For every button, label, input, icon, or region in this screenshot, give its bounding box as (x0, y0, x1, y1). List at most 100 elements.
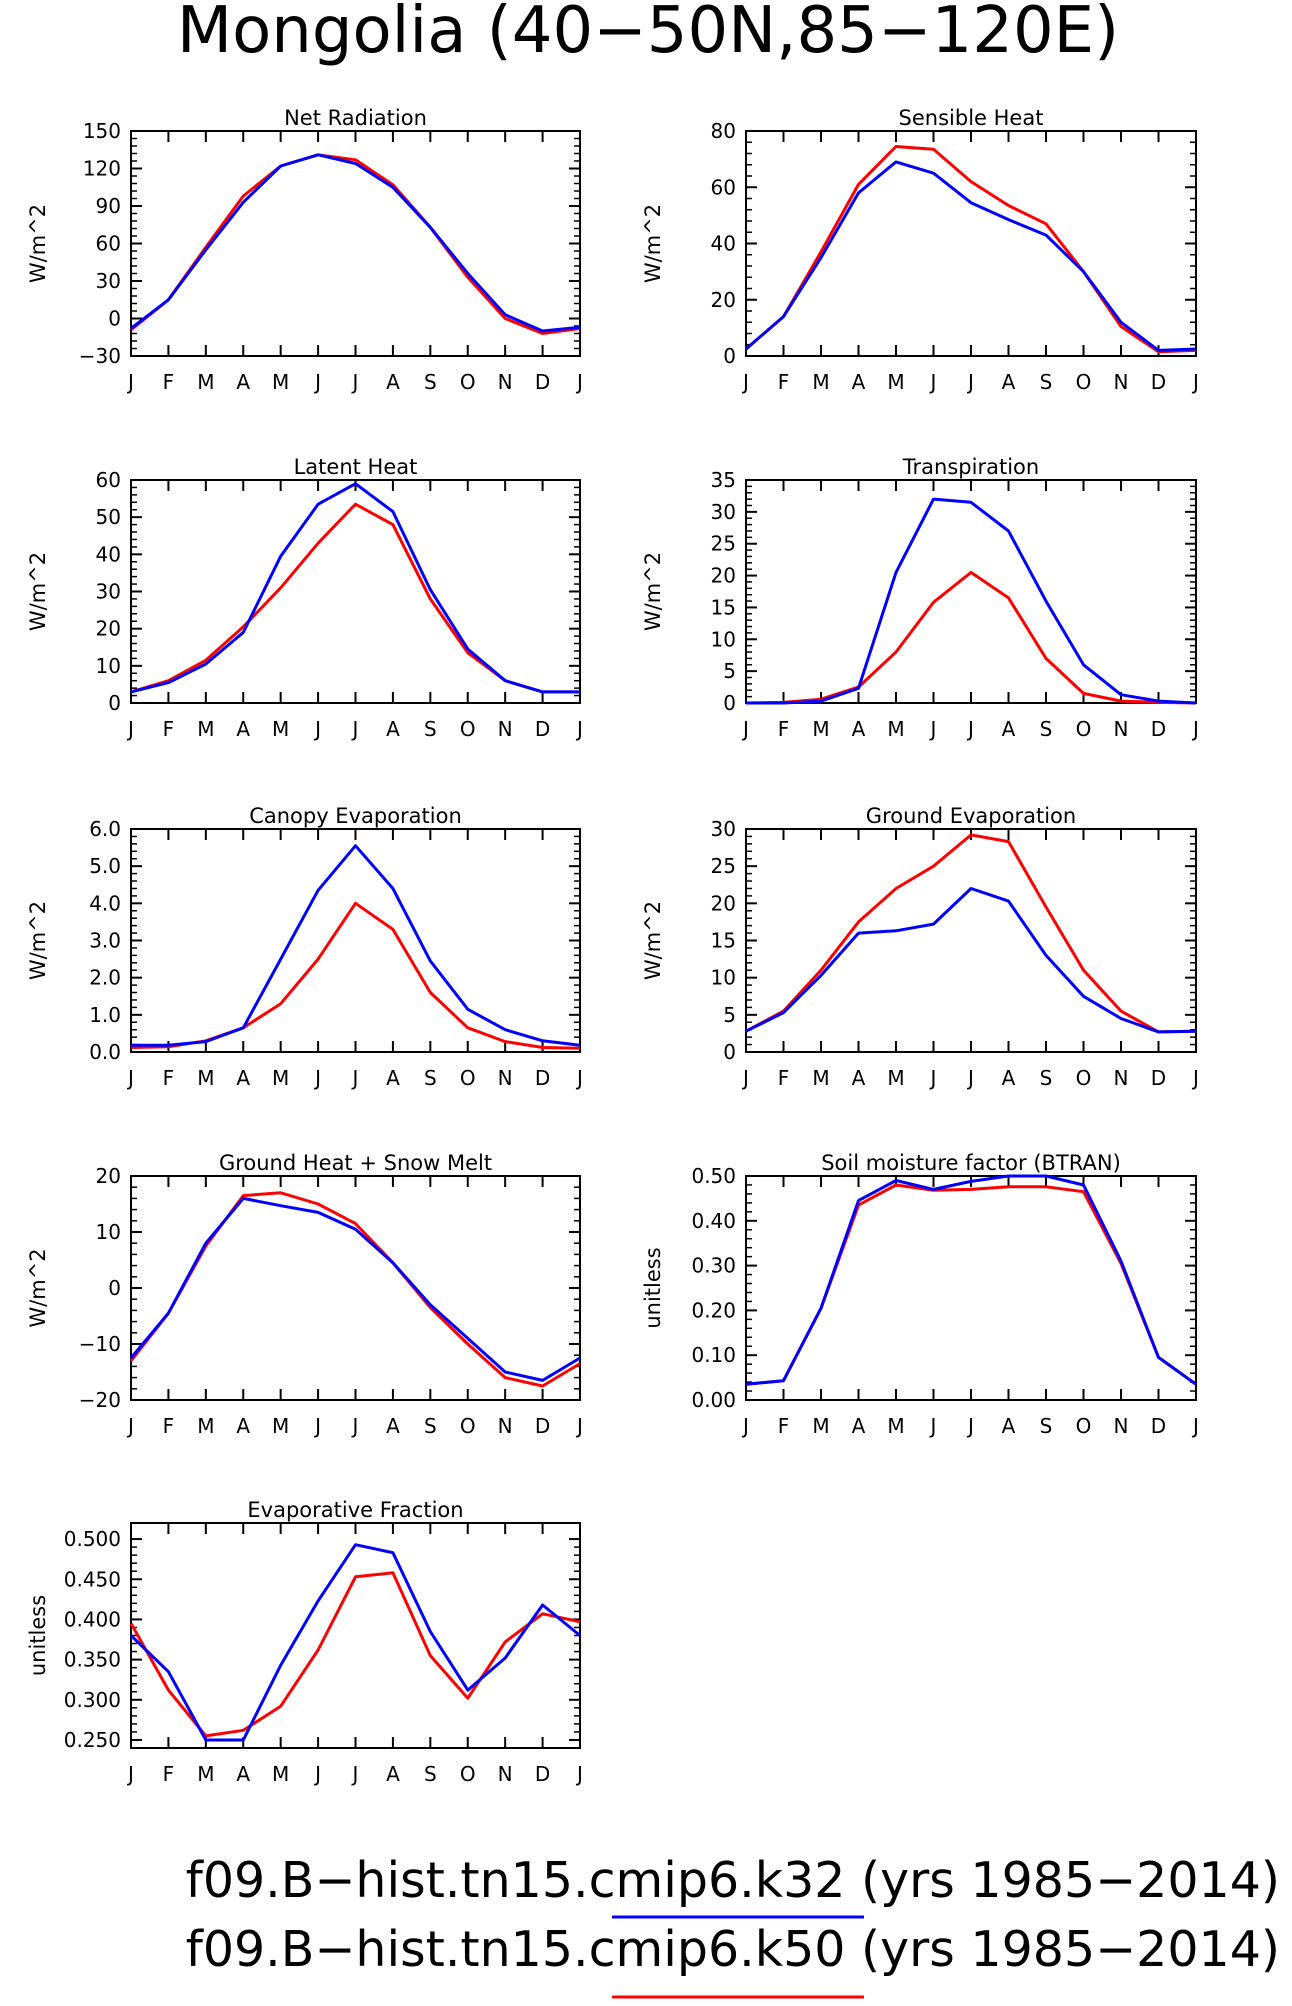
x-tick-label: J (1191, 1414, 1199, 1438)
x-tick-label: J (1191, 370, 1199, 394)
y-tick-label: 0.50 (691, 1164, 736, 1188)
x-tick-label: J (1191, 1066, 1199, 1090)
x-tick-label: J (313, 1762, 321, 1786)
x-tick-label: O (460, 370, 476, 394)
x-tick-label: S (1040, 717, 1053, 741)
x-tick-label: S (1040, 1066, 1053, 1090)
x-tick-label: N (498, 370, 513, 394)
series-line-k32 (129, 1543, 581, 1742)
x-tick-label: F (778, 370, 790, 394)
x-tick-label: F (163, 1066, 175, 1090)
x-tick-label: A (386, 717, 400, 741)
plot-frame (745, 130, 1197, 357)
x-tick-label: O (1076, 1414, 1092, 1438)
x-tick-label: A (852, 717, 866, 741)
y-axis-label: W/m^2 (26, 552, 50, 631)
x-tick-label: J (126, 1762, 134, 1786)
x-tick-label: F (163, 1414, 175, 1438)
y-tick-label: 10 (711, 966, 736, 990)
y-tick-label: 0.300 (64, 1688, 121, 1712)
x-tick-label: S (424, 1066, 437, 1090)
x-tick-label: J (741, 1066, 749, 1090)
x-tick-label: N (1114, 717, 1129, 741)
x-tick-label: J (351, 1066, 359, 1090)
x-tick-label: F (778, 1414, 790, 1438)
y-tick-label: −10 (79, 1332, 121, 1356)
panel-title: Ground Evaporation (866, 804, 1076, 828)
x-tick-label: D (535, 1066, 550, 1090)
x-tick-label: F (778, 717, 790, 741)
y-tick-label: 20 (96, 1164, 121, 1188)
series-line-k32 (745, 887, 1197, 1034)
y-tick-label: 6.0 (89, 817, 121, 841)
x-tick-label: A (386, 370, 400, 394)
x-tick-label: J (575, 1066, 583, 1090)
y-tick-label: 0 (108, 1276, 121, 1300)
plot-frame (745, 479, 1197, 704)
series-line-k50 (745, 1183, 1197, 1386)
x-tick-label: M (812, 370, 829, 394)
y-tick-label: 0 (723, 691, 736, 715)
plot-frame (130, 828, 581, 1053)
x-tick-label: M (197, 717, 214, 741)
x-tick-label: A (1002, 1414, 1016, 1438)
x-tick-label: J (313, 1066, 321, 1090)
y-tick-label: 30 (711, 500, 736, 524)
series-line-k32 (130, 153, 581, 333)
y-tick-label: 35 (711, 468, 736, 492)
x-tick-label: N (1114, 1414, 1129, 1438)
panel-title: Canopy Evaporation (249, 804, 462, 828)
series-line-k50 (130, 153, 581, 335)
y-tick-label: −20 (79, 1388, 121, 1412)
x-tick-label: A (1002, 370, 1016, 394)
x-tick-label: J (741, 1414, 749, 1438)
x-tick-label: D (535, 1414, 550, 1438)
panel-ground-heat-snow-melt: Ground Heat + Snow Melt −20 −10 0 10 20 W/m^2 J… (26, 1151, 583, 1438)
x-tick-label: S (1040, 1414, 1053, 1438)
x-tick-label: O (1076, 1066, 1092, 1090)
y-tick-label: 0.30 (691, 1254, 736, 1278)
y-tick-label: 15 (711, 595, 736, 619)
y-tick-label: 0.10 (691, 1343, 736, 1367)
y-tick-label: 30 (96, 580, 121, 604)
x-tick-label: O (460, 1066, 476, 1090)
x-tick-label: D (535, 717, 550, 741)
x-tick-label: M (272, 717, 289, 741)
x-tick-label: D (1151, 717, 1166, 741)
y-tick-label: 50 (96, 505, 121, 529)
x-tick-label: J (126, 370, 134, 394)
x-tick-label: N (498, 717, 513, 741)
x-tick-label: A (852, 1066, 866, 1090)
x-tick-label: S (1040, 370, 1053, 394)
panel-soil-moisture-factor-btran: Soil moisture factor (BTRAN) 0.00 0.10 0.20… (641, 1151, 1199, 1438)
y-tick-label: 20 (96, 617, 121, 641)
panel-title: Net Radiation (284, 106, 427, 130)
series-line-k50 (745, 570, 1197, 705)
y-tick-label: 5 (723, 1003, 736, 1027)
panel-title: Evaporative Fraction (247, 1498, 463, 1522)
y-tick-label: 0 (108, 691, 121, 715)
y-tick-label: 20 (711, 288, 736, 312)
y-tick-label: 10 (711, 627, 736, 651)
x-tick-label: J (575, 1762, 583, 1786)
x-tick-label: M (887, 1414, 904, 1438)
series-line-k50 (130, 901, 581, 1050)
x-tick-label: D (1151, 1066, 1166, 1090)
x-tick-label: N (498, 1414, 513, 1438)
x-tick-label: A (386, 1066, 400, 1090)
y-tick-label: 0.40 (691, 1209, 736, 1233)
x-tick-label: A (236, 1762, 250, 1786)
x-tick-label: F (163, 370, 175, 394)
y-tick-label: 80 (711, 119, 736, 143)
x-tick-label: J (126, 717, 134, 741)
x-tick-label: N (498, 1066, 513, 1090)
x-tick-label: M (197, 1762, 214, 1786)
panel-title: Latent Heat (294, 455, 418, 479)
x-tick-label: A (1002, 1066, 1016, 1090)
y-tick-label: 40 (96, 542, 121, 566)
x-tick-label: J (966, 1414, 974, 1438)
plot-frame (130, 1175, 581, 1401)
x-tick-label: N (1114, 370, 1129, 394)
y-tick-label: 10 (96, 1220, 121, 1244)
